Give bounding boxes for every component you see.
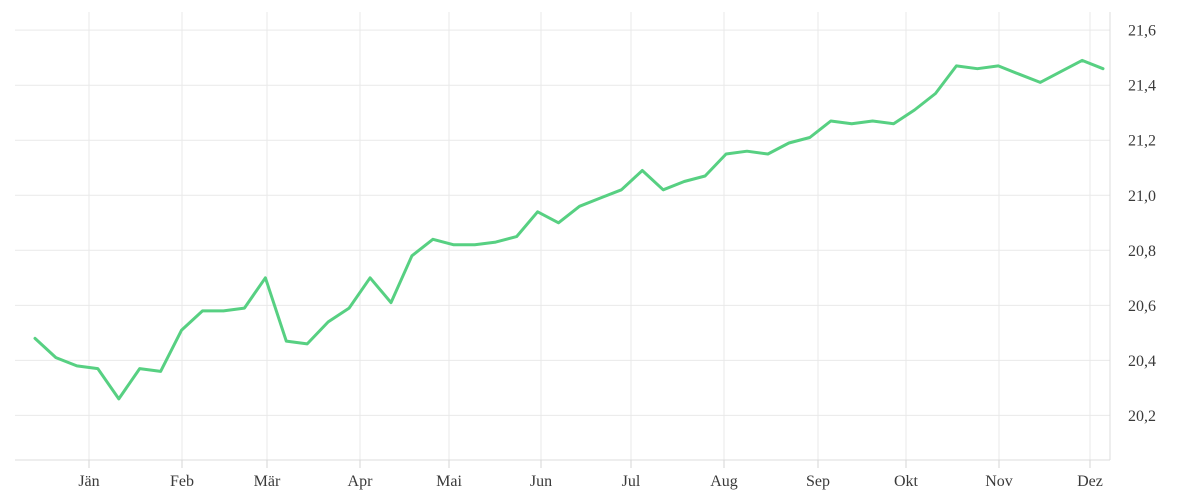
x-axis-label: Nov xyxy=(985,473,1013,490)
x-axis-label: Aug xyxy=(710,473,738,490)
y-axis-label: 21,4 xyxy=(1128,78,1156,95)
x-axis-label: Sep xyxy=(806,473,830,490)
x-axis-label: Jun xyxy=(530,473,552,490)
x-tick-labels: Jän Feb Mär Apr Mai Jun Jul Aug Sep Okt Nov Dez xyxy=(78,473,1103,490)
series-line-group xyxy=(15,12,1110,460)
y-axis-label: 21,6 xyxy=(1128,23,1156,40)
x-axis-label: Feb xyxy=(170,473,194,490)
v-gridlines xyxy=(88,12,1091,460)
plot-area[interactable] xyxy=(15,12,1110,460)
x-axis-label: Apr xyxy=(348,473,374,490)
y-axis-label: 20,2 xyxy=(1128,408,1156,425)
x-axis-label: Mai xyxy=(436,473,462,490)
y-axis-label: 20,6 xyxy=(1128,298,1156,315)
y-tick-labels: 21,6 21,4 21,2 21,0 20,8 20,6 20,4 20,2 xyxy=(1128,23,1156,425)
y-axis-label: 21,0 xyxy=(1128,188,1156,205)
y-axis-label: 20,8 xyxy=(1128,243,1156,260)
x-axis-label: Okt xyxy=(894,473,919,490)
axis-lines xyxy=(15,12,1111,461)
x-axis-label: Jän xyxy=(78,473,99,490)
y-axis-label: 21,2 xyxy=(1128,133,1156,150)
x-axis-label: Dez xyxy=(1077,473,1103,490)
y-axis-label: 20,4 xyxy=(1128,353,1156,370)
h-gridlines xyxy=(15,29,1110,416)
x-tick-marks xyxy=(88,460,1091,468)
price-series-line xyxy=(33,58,1105,401)
x-axis-label: Jul xyxy=(622,473,641,490)
x-axis-label: Mär xyxy=(254,473,281,490)
